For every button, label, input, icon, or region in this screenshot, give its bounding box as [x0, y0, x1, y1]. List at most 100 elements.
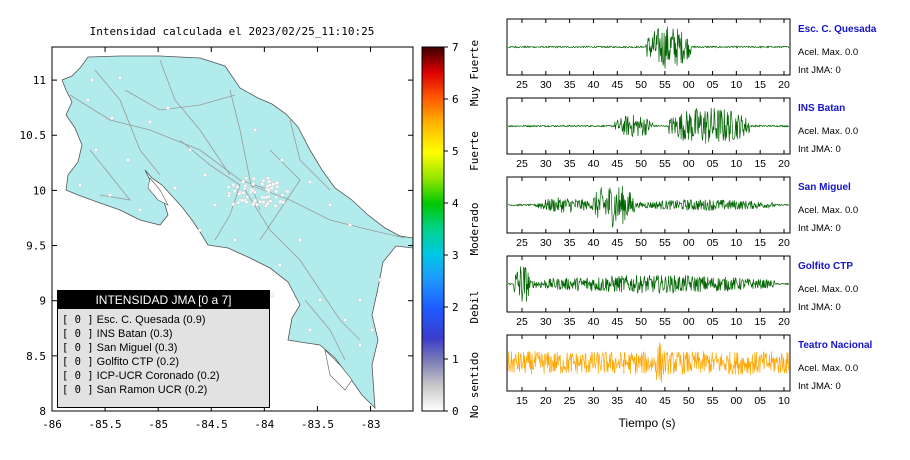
legend-item: [ 0 ] INS Batan (0.3) [62, 327, 220, 341]
station-dot [198, 228, 202, 232]
waveform-tick-label: 25 [516, 79, 528, 91]
map-x-tick-label: -83.5 [301, 418, 334, 431]
station-dot [358, 298, 362, 302]
road-line [289, 119, 331, 191]
colorbar-tick-label: 4 [452, 197, 459, 210]
waveform-tick-label: 05 [707, 316, 719, 328]
station-dot [250, 188, 255, 192]
station-dot [378, 278, 382, 282]
waveform-tick-label: 30 [540, 316, 552, 328]
station-dot [241, 179, 246, 184]
station-dot [251, 182, 255, 187]
legend-header: INTENSIDAD JMA [0 a 7] [58, 291, 269, 309]
station-dot [253, 198, 258, 203]
waveform-tick-label: 50 [635, 79, 647, 91]
waveform-tick-label: 55 [659, 79, 671, 91]
station-dot [278, 263, 282, 267]
station-dot [258, 199, 263, 204]
station-dot [260, 182, 265, 186]
map-x-tick-label: -83 [361, 418, 381, 431]
legend-item-marker: [ 0 ] [62, 328, 94, 340]
legend-item-label: INS Batan (0.3) [93, 328, 173, 340]
station-dot [253, 190, 257, 195]
legend-item-marker: [ 0 ] [62, 370, 94, 382]
station-dot [308, 180, 312, 184]
station-dot [118, 76, 122, 80]
station-accel: Acel. Max. 0.0 [798, 284, 859, 295]
waveform-panel: 15 20 25 30 35 40 45 50 55 00 05 10 [506, 334, 791, 407]
waveform-tick-label: 45 [611, 79, 623, 91]
station-dot [261, 178, 266, 183]
legend-item-marker: [ 0 ] [62, 356, 94, 368]
legend-item-marker: [ 0 ] [62, 384, 94, 396]
map-y-tick-label: 9.5 [26, 240, 46, 253]
station-dot [280, 158, 284, 162]
waveform-tick-label: 55 [707, 395, 719, 407]
waveform-xlabel: Tiempo (s) [619, 416, 676, 430]
waveform-tick-label: 05 [707, 237, 719, 249]
waveform-tick-label: 35 [564, 79, 576, 91]
waveform-tick-label: 00 [683, 237, 695, 249]
station-dot [241, 190, 246, 195]
waveform-tick-label: 30 [540, 237, 552, 249]
station-dot [188, 148, 192, 152]
waveform-trace [507, 266, 790, 302]
station-dot [274, 195, 279, 200]
waveform-tick-label: 10 [731, 237, 743, 249]
waveform-tick-label: 55 [659, 316, 671, 328]
waveform-tick-label: 05 [754, 395, 766, 407]
waveform-tick-label: 15 [754, 79, 766, 91]
station-dot [251, 202, 255, 207]
station-dot [235, 185, 240, 189]
station-accel: Acel. Max. 0.0 [798, 363, 859, 374]
legend-item-label: Golfito CTP (0.2) [93, 356, 179, 368]
waveform-panel: 25 30 35 40 45 50 55 00 05 10 15 20 [506, 18, 791, 91]
intensity-legend: INTENSIDAD JMA [0 a 7] [ 0 ] Esc. C. Que… [57, 290, 270, 408]
station-dot [90, 78, 94, 82]
map-y-tick-label: 8 [39, 405, 46, 418]
waveform-tick-label: 40 [588, 316, 600, 328]
legend-item: [ 0 ] San Miguel (0.3) [62, 341, 220, 355]
road-line [249, 184, 406, 239]
station-dot [253, 128, 257, 132]
station-dot [233, 238, 237, 242]
legend-item-label: ICP-UCR Coronado (0.2) [93, 370, 220, 382]
waveform-tick-label: 15 [516, 395, 528, 407]
waveform-panels: 25 30 35 40 45 50 55 00 05 10 15 20 25 30 35 40 45 50 55 00… [506, 18, 791, 407]
station-name: Teatro Nacional [798, 340, 873, 351]
station-dot [226, 185, 231, 189]
road-line [259, 149, 301, 241]
map-y-tick-label: 9 [39, 295, 46, 308]
map-y-tick-label: 11 [33, 74, 46, 87]
waveform-tick-label: 20 [778, 316, 790, 328]
waveform-tick-label: 45 [611, 237, 623, 249]
station-dot [232, 189, 237, 194]
station-dot [243, 183, 248, 188]
waveform-tick-label: 10 [731, 316, 743, 328]
station-dot [358, 343, 362, 347]
waveform-tick-label: 30 [540, 158, 552, 170]
station-dot [240, 198, 244, 203]
station-int-jma: Int JMA: 0 [798, 381, 841, 392]
legend-item: [ 0 ] San Ramon UCR (0.2) [62, 383, 220, 397]
waveform-tick-label: 35 [611, 395, 623, 407]
station-dot [148, 120, 152, 124]
legend-item: [ 0 ] Esc. C. Quesada (0.9) [62, 313, 220, 327]
colorbar-category-label: Fuerte [468, 131, 481, 171]
waveform-trace [508, 26, 789, 69]
station-dot [285, 189, 290, 194]
station-int-jma: Int JMA: 0 [798, 65, 841, 76]
station-dot [275, 184, 280, 189]
map-axes: -86 -85.5 -85 -84.5 -84 -83.5 -83 11 10.5 10 9.5 9 8… [20, 47, 413, 431]
road-network [69, 59, 406, 361]
waveform-tick-label: 05 [707, 158, 719, 170]
legend-item: [ 0 ] ICP-UCR Coronado (0.2) [62, 369, 220, 383]
station-dot [281, 200, 286, 205]
road-line [124, 89, 236, 111]
map-area [61, 55, 413, 410]
station-dot [348, 223, 352, 227]
waveform-tick-label: 40 [588, 79, 600, 91]
waveform-tick-label: 00 [683, 316, 695, 328]
colorbar [421, 46, 445, 412]
